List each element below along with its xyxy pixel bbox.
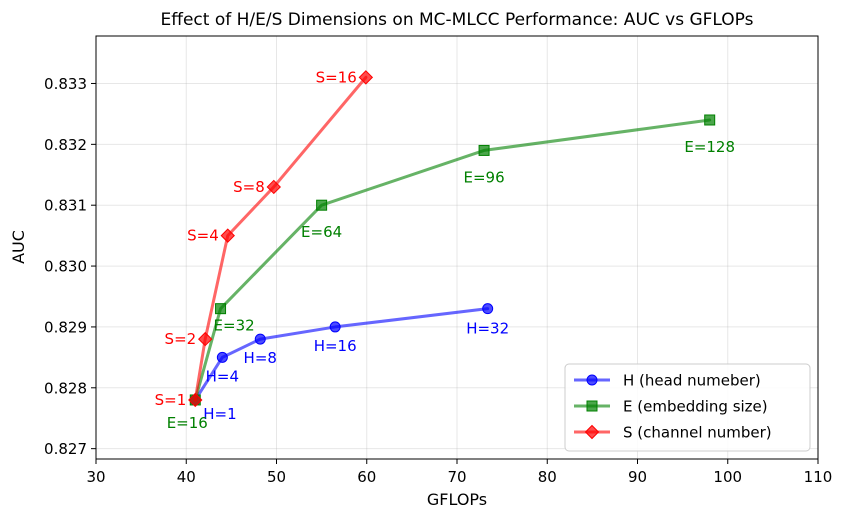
- point-label-h-1: H=1: [203, 405, 236, 423]
- point-label-h-32: H=32: [466, 320, 509, 338]
- axes: 30 40 50 60 70 80 90 100 110 0.827 0.828 0.829 0.830…: [44, 35, 833, 486]
- plot-frame: [95, 35, 819, 460]
- point-label-s-8: S=8: [233, 178, 265, 196]
- x-axis-label: GFLOPs: [427, 490, 487, 509]
- data-point-h-16: [329, 321, 341, 333]
- legend-entry-h: H (head numeber): [574, 372, 761, 390]
- x-tick-label: 40: [177, 468, 196, 486]
- data-point-h-8: [254, 333, 266, 345]
- legend: H (head numeber) E (embedding size) S (cha…: [564, 363, 811, 452]
- point-label-e-16: E=16: [167, 414, 208, 432]
- data-point-h-32: [482, 303, 494, 315]
- data-point-h-4: [216, 351, 228, 363]
- legend-marker: [586, 400, 598, 412]
- point-label-h-16: H=16: [314, 337, 357, 355]
- x-tick-label: 90: [628, 468, 647, 486]
- x-tick-label: 60: [357, 468, 376, 486]
- legend-marker: [586, 374, 598, 386]
- y-axis-label: AUC: [9, 230, 28, 264]
- x-tick-label: 70: [447, 468, 466, 486]
- legend-entry-e: E (embedding size): [574, 398, 768, 416]
- point-label-s-2: S=2: [165, 330, 197, 348]
- legend-label: S (channel number): [623, 424, 772, 442]
- y-tick-label: 0.830: [44, 258, 87, 276]
- point-label-e-96: E=96: [464, 168, 505, 186]
- point-label-s-16: S=16: [316, 68, 357, 86]
- point-label-e-64: E=64: [301, 223, 342, 241]
- point-label-e-128: E=128: [684, 138, 735, 156]
- data-point-e-64: [316, 199, 328, 211]
- y-tick-label: 0.831: [44, 197, 87, 215]
- data-point-e-128: [704, 114, 716, 126]
- legend-box: [564, 363, 811, 452]
- y-tick-label: 0.829: [44, 318, 87, 336]
- y-tick-label: 0.832: [44, 136, 87, 154]
- x-tick-label: 110: [804, 468, 833, 486]
- legend-label: E (embedding size): [623, 398, 768, 416]
- x-tick-label: 100: [713, 468, 742, 486]
- data-point-s-2: [197, 331, 213, 347]
- data-point-e-96: [478, 144, 490, 156]
- data-point-s-4: [220, 228, 235, 243]
- legend-marker: [584, 424, 600, 440]
- point-label-s-1: S=1: [155, 391, 187, 409]
- y-tick-label: 0.833: [44, 75, 87, 93]
- y-tick-label: 0.828: [44, 379, 87, 397]
- chart-title: Effect of H/E/S Dimensions on MC-MLCC Pe…: [161, 10, 754, 30]
- y-tick-label: 0.827: [44, 440, 87, 458]
- point-label-h-8: H=8: [244, 349, 277, 367]
- legend-label: H (head numeber): [623, 372, 761, 390]
- data-point-e-32: [215, 303, 227, 315]
- point-label-h-4: H=4: [206, 367, 239, 385]
- data-point-s-1: [188, 392, 203, 408]
- point-label-e-32: E=32: [214, 317, 255, 335]
- series-s: S=1 S=2 S=4 S=8 S=16: [155, 68, 374, 409]
- legend-entry-s: S (channel number): [574, 424, 772, 442]
- data-point-s-8: [266, 179, 281, 195]
- plot-series: H=1 H=4 H=8 H=16 H=32 E=16 E=32 E=64 E=96 E=128 S=…: [155, 68, 735, 432]
- x-tick-label: 80: [538, 468, 557, 486]
- point-label-s-4: S=4: [187, 227, 219, 245]
- data-point-s-16: [358, 70, 374, 85]
- x-tick-label: 50: [267, 468, 286, 486]
- x-tick-label: 30: [86, 468, 105, 486]
